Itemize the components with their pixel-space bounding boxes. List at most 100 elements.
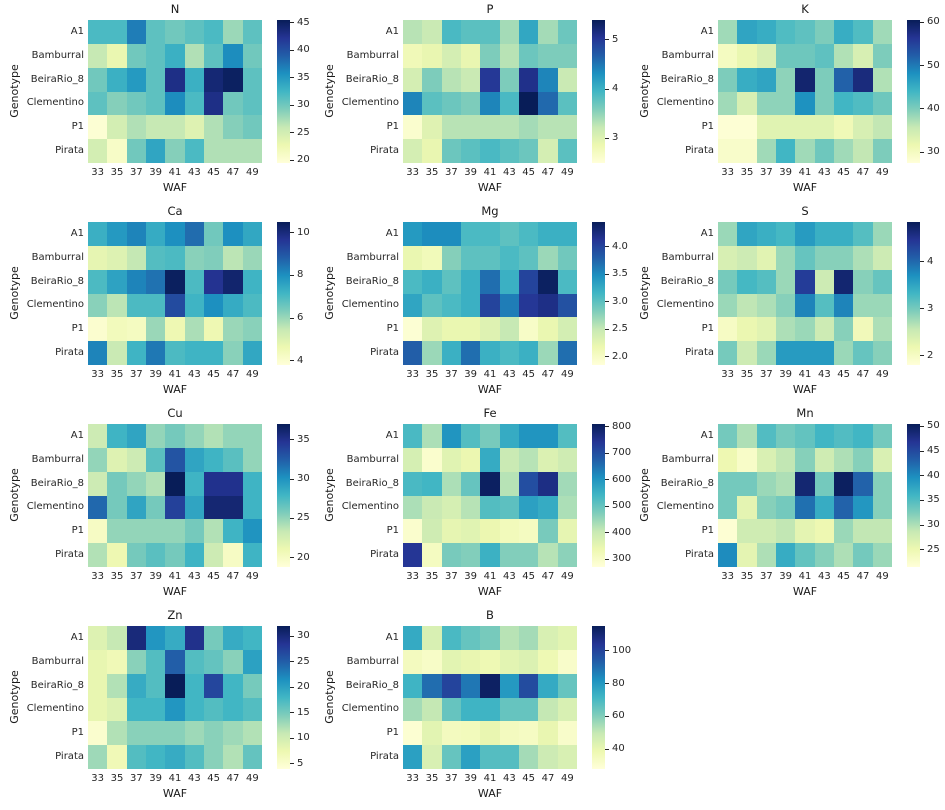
heatmap-cell xyxy=(107,67,127,92)
heatmap-cell xyxy=(557,649,577,674)
heatmap-cell xyxy=(776,317,796,342)
colorbar-tick-label: 35 xyxy=(297,433,310,445)
heatmap-cell xyxy=(795,447,815,472)
heatmap-cell xyxy=(499,649,519,674)
heatmap-cell xyxy=(872,317,892,342)
x-axis-label: WAF xyxy=(792,585,818,598)
heatmap-cell xyxy=(146,626,166,650)
heatmap-cell xyxy=(461,543,481,567)
heatmap-cell xyxy=(146,745,166,769)
heatmap-cell xyxy=(814,317,834,342)
heatmap-cell xyxy=(204,543,224,567)
heatmap-cell xyxy=(557,471,577,496)
colorbar-tick-mark xyxy=(605,683,609,685)
colorbar-tick-label: 2.5 xyxy=(612,323,628,335)
heatmap-cell xyxy=(242,471,262,496)
heatmap-cell xyxy=(872,67,892,92)
heatmap-cell xyxy=(184,269,204,294)
colorbar-tick-mark xyxy=(605,246,609,248)
x-tick-label: 49 xyxy=(245,773,259,784)
heatmap-cell xyxy=(204,341,224,365)
heatmap-cell xyxy=(795,222,815,246)
heatmap-cell xyxy=(461,745,481,769)
colorbar-tick-label: 15 xyxy=(297,706,310,718)
heatmap-cell xyxy=(461,245,481,270)
heatmap-cell xyxy=(557,139,577,163)
colorbar-tick-label: 45 xyxy=(927,445,940,457)
heatmap-cell xyxy=(795,115,815,140)
y-tick-label: BeiraRio_8 xyxy=(345,275,399,287)
colorbar-tick-mark xyxy=(605,650,609,652)
heatmap-cell xyxy=(242,20,262,44)
heatmap-cell xyxy=(795,341,815,365)
heatmap-cell xyxy=(461,447,481,472)
heatmap-cell xyxy=(834,245,854,270)
colorbar-tick-mark xyxy=(290,686,294,688)
heatmap-cell xyxy=(146,649,166,674)
heatmap-cell xyxy=(814,222,834,246)
heatmap-cell xyxy=(242,269,262,294)
heatmap-cell xyxy=(223,139,243,163)
y-tick-label: Clementino xyxy=(341,501,399,513)
heatmap-cell xyxy=(776,91,796,116)
heatmap-cell xyxy=(184,293,204,318)
x-tick-label: 43 xyxy=(187,167,201,178)
x-tick-label: 33 xyxy=(91,571,105,582)
heatmap-cell xyxy=(403,471,423,496)
x-tick-label: 43 xyxy=(502,369,516,380)
heatmap-cell xyxy=(776,67,796,92)
heatmap-cell xyxy=(107,341,127,365)
heatmap-cell xyxy=(499,626,519,650)
x-tick-label: 47 xyxy=(226,369,240,380)
heatmap-cell xyxy=(814,341,834,365)
heatmap-cell xyxy=(756,317,776,342)
heatmap-cell xyxy=(441,269,461,294)
heatmap-cell xyxy=(165,139,185,163)
heatmap-cell xyxy=(853,20,873,44)
x-tick-label: 39 xyxy=(464,773,478,784)
x-tick-label: 47 xyxy=(541,167,555,178)
heatmap-cell xyxy=(88,139,108,163)
heatmap-cell xyxy=(814,543,834,567)
colorbar xyxy=(907,222,920,365)
heatmap-cell xyxy=(126,471,146,496)
heatmap-cell xyxy=(184,697,204,722)
y-tick-label: P1 xyxy=(386,727,399,739)
y-tick-label: A1 xyxy=(700,25,714,37)
heatmap-cell xyxy=(499,495,519,520)
heatmap-cell xyxy=(737,293,757,318)
y-tick-label: P1 xyxy=(71,121,84,133)
heatmap-cell xyxy=(422,43,442,68)
heatmap-cell xyxy=(853,317,873,342)
heatmap-cell xyxy=(480,673,500,698)
heatmap-cell xyxy=(519,697,539,722)
heatmap-cell xyxy=(242,317,262,342)
heatmap-cell xyxy=(223,519,243,544)
x-tick-label: 33 xyxy=(406,369,420,380)
heatmap-cell xyxy=(242,543,262,567)
heatmap-cell xyxy=(538,495,558,520)
heatmap-cell xyxy=(795,424,815,448)
heatmap-cell xyxy=(107,424,127,448)
y-tick-label: Bamburral xyxy=(31,655,84,667)
heatmap-cell xyxy=(422,115,442,140)
x-tick-label: 49 xyxy=(560,773,574,784)
heatmap-cell xyxy=(441,649,461,674)
heatmap-cell xyxy=(756,471,776,496)
heatmap-cell xyxy=(853,543,873,567)
x-tick-label: 49 xyxy=(245,369,259,380)
x-tick-label: 49 xyxy=(560,369,574,380)
heatmap-cell xyxy=(441,697,461,722)
heatmap-cell xyxy=(834,447,854,472)
y-tick-label: Clementino xyxy=(26,97,84,109)
heatmap-cell xyxy=(88,543,108,567)
heatmap-cell xyxy=(204,697,224,722)
heatmap-cell xyxy=(519,447,539,472)
heatmap-cell xyxy=(223,115,243,140)
x-axis-label: WAF xyxy=(477,585,503,598)
x-tick-label: 43 xyxy=(817,167,831,178)
heatmap-cell xyxy=(834,115,854,140)
heatmap-cell xyxy=(223,67,243,92)
heatmap-cell xyxy=(814,91,834,116)
x-axis-label: WAF xyxy=(477,383,503,396)
